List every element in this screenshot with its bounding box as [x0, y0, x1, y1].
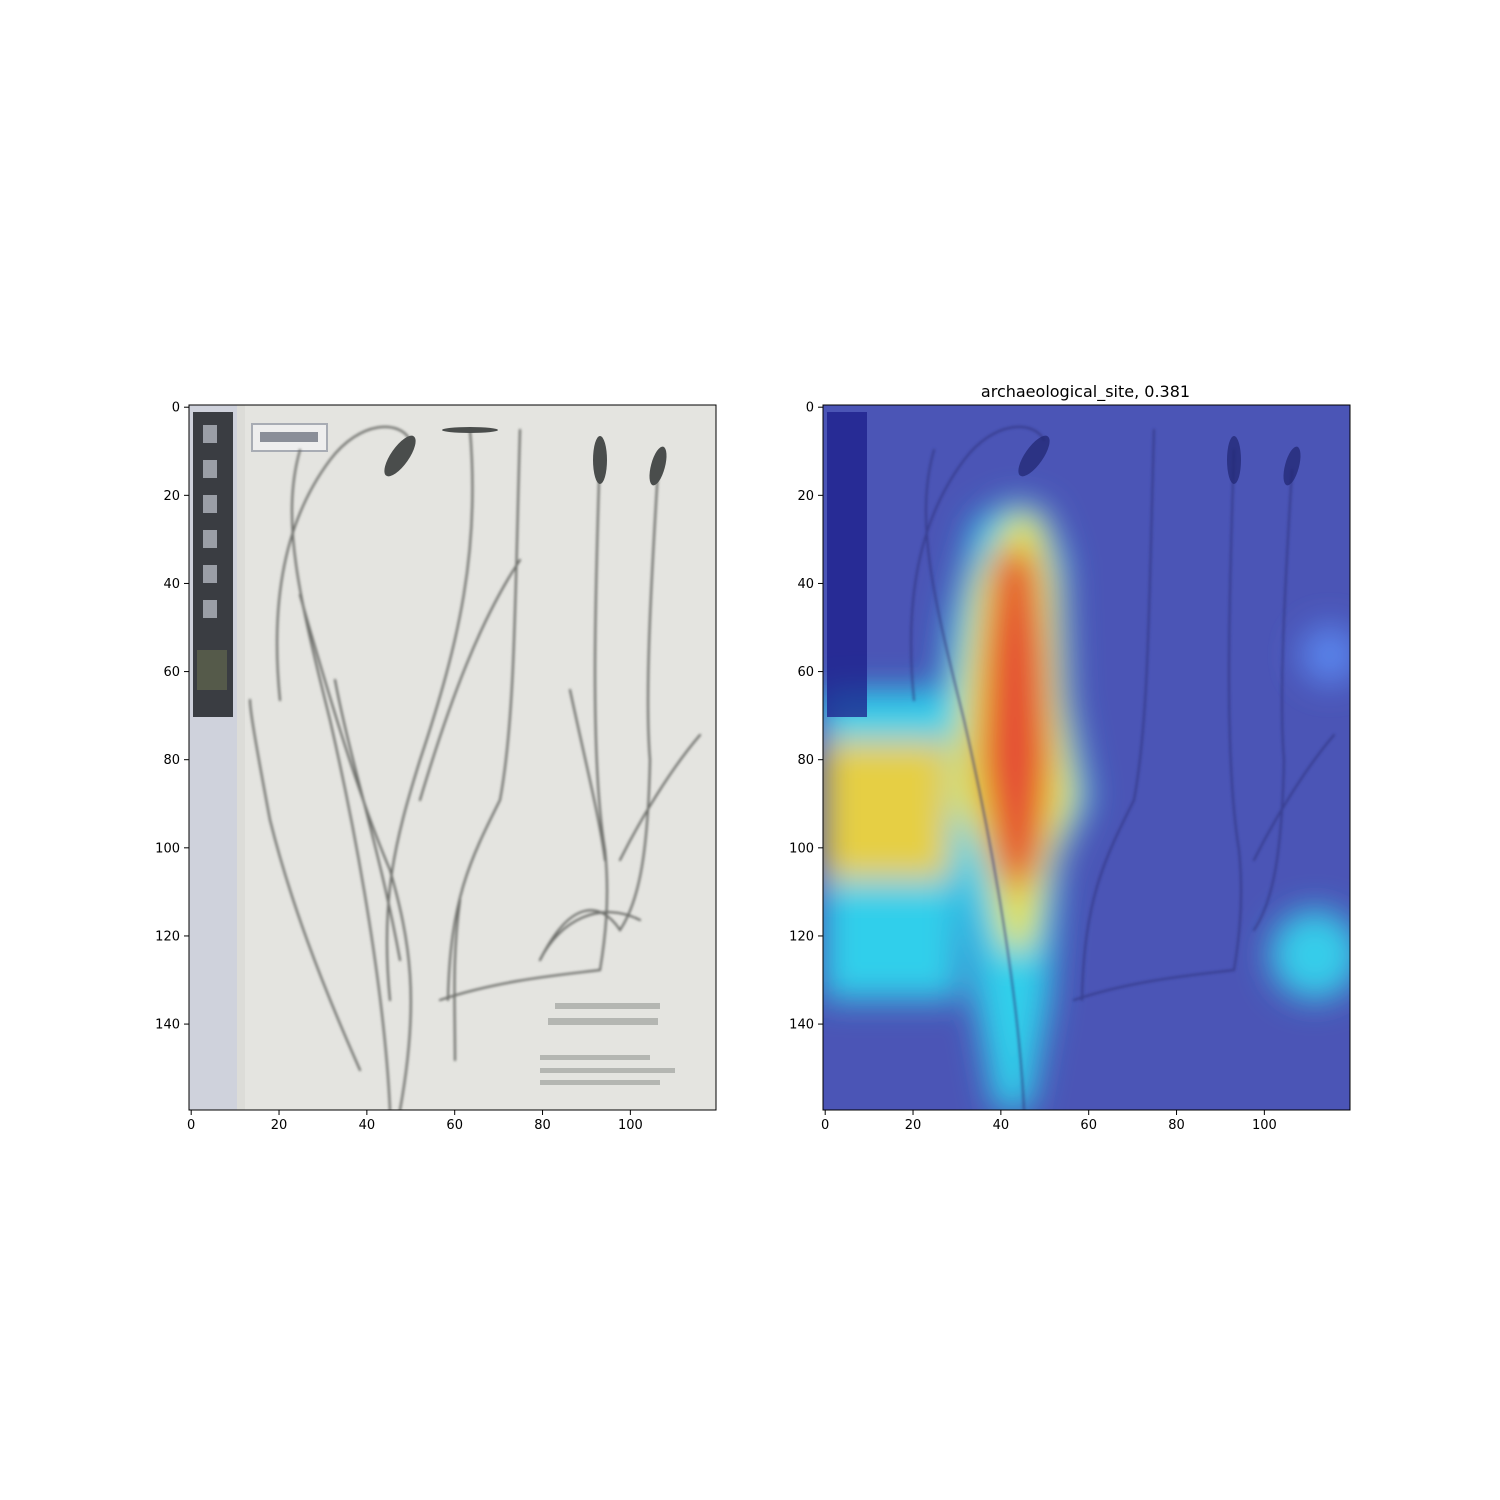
left-y-tick-label: 40: [163, 577, 180, 592]
left-y-tick-label: 60: [163, 665, 180, 680]
right-y-tick-label: 40: [797, 577, 814, 592]
right-x-ticks: 0 20 40 60 80 100: [821, 1110, 1277, 1133]
specimen-labels: [540, 1003, 675, 1085]
overlay-specimen: [909, 425, 1336, 1110]
right-x-tick-label: 80: [1168, 1118, 1185, 1133]
heatmap-dim: [823, 405, 1350, 1110]
right-x-tick-label: 100: [1252, 1118, 1277, 1133]
left-x-tick-label: 40: [359, 1118, 376, 1133]
right-x-tick-label: 60: [1080, 1118, 1097, 1133]
right-x-tick-label: 40: [993, 1118, 1010, 1133]
left-image: [189, 405, 716, 1110]
left-x-tick-label: 80: [534, 1118, 551, 1133]
left-axes: 0 20 40 60 80 100 0 20 40 60 80 100 120 140: [155, 401, 717, 1133]
left-x-tick-label: 100: [618, 1118, 643, 1133]
left-x-tick-label: 20: [271, 1118, 288, 1133]
left-y-tick-label: 20: [163, 489, 180, 504]
left-x-ticks: 0 20 40 60 80 100: [187, 1110, 643, 1133]
sheet-edge-strip: [237, 405, 245, 1110]
right-image: [823, 405, 1350, 1110]
right-y-ticks: 0 20 40 60 80 100 120 140: [789, 401, 823, 1033]
left-axes-frame: [188, 404, 717, 1111]
right-axes: archaeological_site, 0.381 0 20 40 60 80 100 …: [789, 382, 1351, 1133]
left-x-tick-label: 0: [187, 1118, 195, 1133]
barcode-label-text: [260, 432, 318, 442]
right-y-tick-label: 60: [797, 665, 814, 680]
left-y-tick-label: 120: [155, 929, 180, 944]
right-axes-frame: [822, 404, 1351, 1111]
right-y-tick-label: 20: [797, 489, 814, 504]
right-x-tick-label: 0: [821, 1118, 829, 1133]
left-y-tick-label: 100: [155, 841, 180, 856]
spikelets: [384, 427, 667, 486]
overlay-spikelets: [1018, 435, 1301, 486]
right-y-tick-label: 140: [789, 1018, 814, 1033]
overlay-color-bar: [827, 412, 867, 717]
left-x-tick-label: 60: [446, 1118, 463, 1133]
herbarium-sheet: [189, 405, 716, 1110]
right-y-tick-label: 80: [797, 753, 814, 768]
left-y-tick-label: 80: [163, 753, 180, 768]
right-axes-title: archaeological_site, 0.381: [981, 382, 1190, 402]
color-bar-marks: [197, 425, 227, 690]
right-x-tick-label: 20: [905, 1118, 922, 1133]
right-y-tick-label: 0: [806, 401, 814, 416]
right-y-tick-label: 100: [789, 841, 814, 856]
left-y-tick-label: 140: [155, 1018, 180, 1033]
grass-specimen: [248, 425, 702, 1110]
left-y-ticks: 0 20 40 60 80 100 120 140: [155, 401, 189, 1033]
heatmap-overlay: [823, 500, 1350, 1110]
right-y-tick-label: 120: [789, 929, 814, 944]
left-y-tick-label: 0: [172, 401, 180, 416]
